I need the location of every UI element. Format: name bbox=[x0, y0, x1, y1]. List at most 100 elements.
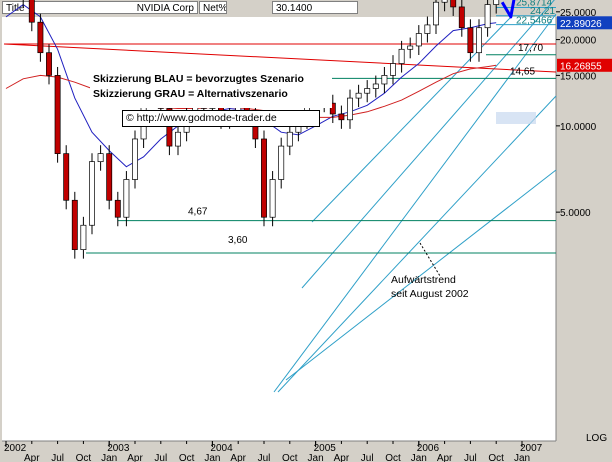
level-label-8: 3,60 bbox=[228, 235, 248, 246]
x-month-label-0: Apr bbox=[24, 453, 40, 462]
x-month-label-19: Jan bbox=[514, 453, 530, 462]
price-candle-32 bbox=[278, 145, 285, 180]
price-candle-45 bbox=[390, 63, 396, 76]
legend-grey-scenario: Skizzierung GRAU = Alternativszenario bbox=[93, 88, 288, 100]
price-candle-4 bbox=[37, 21, 44, 54]
scenario-line-blau bbox=[500, 0, 516, 19]
price-candle-38 bbox=[329, 102, 336, 115]
y-tick-label-0: 5.0000 bbox=[560, 208, 591, 219]
price-candle-7 bbox=[63, 153, 70, 201]
price-candle-46 bbox=[398, 48, 405, 64]
price-candle-55 bbox=[476, 27, 482, 54]
price-candle-57 bbox=[493, 0, 500, 5]
x-year-label-4: 2006 bbox=[417, 443, 440, 454]
price-candle-49 bbox=[424, 24, 431, 34]
x-month-label-17: Jul bbox=[464, 453, 477, 462]
chart-header: Title NVIDIA Corp Net% 30.1400 bbox=[0, 0, 612, 16]
resistance-trendline bbox=[3, 43, 557, 73]
price-candle-44 bbox=[381, 75, 388, 85]
channel-line-0 bbox=[273, 13, 557, 393]
x-year-label-2: 2004 bbox=[210, 443, 233, 454]
price-candle-33 bbox=[286, 131, 293, 147]
trend-channel bbox=[273, 0, 557, 393]
price-candle-31 bbox=[269, 179, 276, 218]
x-year-label-0: 2002 bbox=[4, 443, 27, 454]
price-candle-30 bbox=[261, 138, 267, 218]
price-candle-9 bbox=[80, 224, 87, 250]
x-month-label-9: Jul bbox=[258, 453, 271, 462]
price-candle-20 bbox=[175, 131, 181, 147]
price-candle-52 bbox=[450, 0, 457, 8]
x-axis-ticks: 2002 2003 2004 2005 2006 2007 Apr Jul Oct Jan Apr J… bbox=[4, 441, 543, 462]
trend-annotation-line1: Aufwärtstrend bbox=[391, 274, 456, 286]
price-candle-10 bbox=[89, 161, 95, 226]
x-month-label-6: Oct bbox=[179, 453, 195, 462]
level-label-4: 22,5466 bbox=[516, 16, 553, 27]
target-zone bbox=[496, 112, 536, 124]
level-label-5: 17,70 bbox=[518, 43, 543, 54]
price-candle-14 bbox=[123, 179, 130, 218]
header-spacer bbox=[228, 1, 270, 14]
price-candle-56 bbox=[484, 4, 491, 29]
price-candle-19 bbox=[166, 108, 173, 147]
log-scale-label: LOG bbox=[586, 433, 607, 444]
price-candle-40 bbox=[347, 97, 353, 121]
channel-line-4 bbox=[285, 169, 557, 381]
price-candle-51 bbox=[441, 0, 448, 3]
level-label-2: 25,8714 bbox=[516, 0, 553, 9]
price-candle-42 bbox=[364, 88, 371, 94]
x-month-label-13: Jul bbox=[361, 453, 374, 462]
y-tick-label-2: 15.0000 bbox=[560, 71, 597, 82]
value-box-ma_fast bbox=[557, 16, 612, 30]
price-candle-39 bbox=[338, 113, 345, 121]
level-label-3: 24,21 bbox=[530, 6, 555, 17]
price-candle-50 bbox=[433, 1, 439, 26]
x-month-label-15: Jan bbox=[411, 453, 427, 462]
price-candle-53 bbox=[458, 6, 465, 29]
x-month-label-16: Apr bbox=[437, 453, 453, 462]
x-month-label-4: Apr bbox=[127, 453, 143, 462]
copyright-link[interactable]: © http://www.godmode-trader.de bbox=[122, 110, 320, 127]
x-month-label-18: Oct bbox=[488, 453, 504, 462]
x-year-label-5: 2007 bbox=[520, 443, 543, 454]
x-year-label-3: 2005 bbox=[314, 443, 337, 454]
price-candle-54 bbox=[467, 27, 474, 54]
price-candle-43 bbox=[372, 83, 379, 89]
level-label-7: 4,67 bbox=[188, 207, 208, 218]
value-box-ma_slow bbox=[557, 58, 612, 72]
price-candle-47 bbox=[407, 45, 414, 50]
channel-line-2 bbox=[301, 0, 555, 289]
y-axis-ticks: 5.000010.000015.000020.000025.000030.000… bbox=[556, 8, 597, 219]
y-tick-label-4: 25.0000 bbox=[560, 8, 597, 19]
price-candle-6 bbox=[54, 75, 61, 154]
x-month-label-10: Oct bbox=[282, 453, 298, 462]
measure-label: Net% bbox=[199, 1, 227, 14]
x-month-label-11: Jan bbox=[308, 453, 324, 462]
price-candle-41 bbox=[355, 92, 362, 99]
scenario-legend: Skizzierung BLAU = bevorzugtes Szenario … bbox=[90, 72, 332, 108]
x-month-label-7: Jan bbox=[204, 453, 220, 462]
trend-annotation-line2: seit August 2002 bbox=[391, 288, 469, 300]
price-candle-13 bbox=[114, 199, 121, 218]
price-candle-12 bbox=[106, 153, 113, 201]
value-box-label-ma_fast: 22.89026 bbox=[560, 19, 602, 30]
price-candle-8 bbox=[71, 199, 78, 250]
x-month-label-5: Jul bbox=[154, 453, 167, 462]
level-label-6: 14,65 bbox=[510, 66, 535, 77]
trend-annotation-leader bbox=[419, 242, 441, 277]
price-bars bbox=[22, 0, 500, 259]
x-month-label-3: Jan bbox=[101, 453, 117, 462]
y-tick-label-1: 10.0000 bbox=[560, 122, 597, 133]
price-candle-3 bbox=[28, 0, 35, 23]
price-candle-5 bbox=[46, 52, 52, 76]
x-month-label-1: Jul bbox=[51, 453, 64, 462]
legend-blue-scenario: Skizzierung BLAU = bevorzugtes Szenario bbox=[93, 73, 304, 85]
x-month-label-8: Apr bbox=[230, 453, 246, 462]
x-month-label-12: Apr bbox=[334, 453, 350, 462]
x-year-label-1: 2003 bbox=[107, 443, 130, 454]
y-tick-label-3: 20.0000 bbox=[560, 36, 597, 47]
channel-line-1 bbox=[277, 95, 557, 393]
